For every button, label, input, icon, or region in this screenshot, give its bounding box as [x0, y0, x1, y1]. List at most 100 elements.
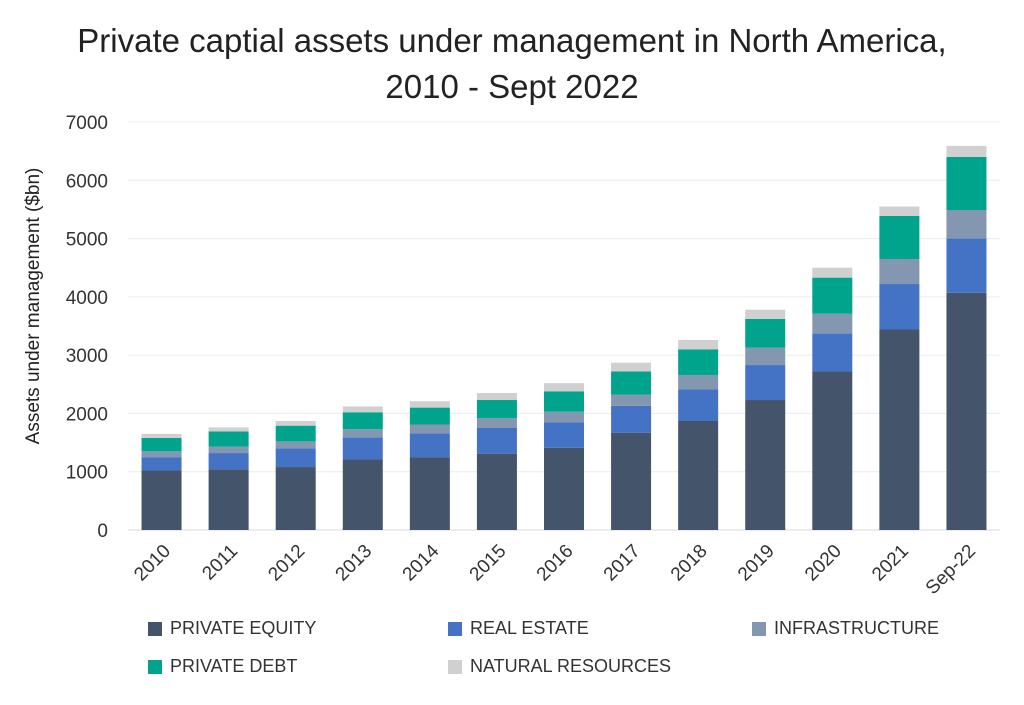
bar-segment — [342, 429, 383, 438]
bar-segment — [946, 238, 987, 293]
chart-title: Private captial assets under management … — [0, 18, 1024, 110]
x-tick-label: 2012 — [264, 541, 309, 586]
x-tick-label: 2010 — [130, 541, 175, 586]
bar-segment — [745, 400, 786, 530]
y-tick-label: 6000 — [66, 171, 108, 192]
bar-segment — [208, 427, 249, 432]
legend-swatch — [752, 621, 766, 636]
bar-segment — [879, 206, 920, 216]
y-axis-title: Assets under management ($bn) — [23, 168, 44, 445]
bar-segment — [745, 347, 786, 366]
legend-swatch — [148, 659, 162, 674]
legend-label: REAL ESTATE — [470, 618, 589, 638]
bar-segment — [812, 267, 853, 278]
y-tick-label: 7000 — [66, 113, 108, 134]
bar-segment — [544, 447, 584, 530]
bar-segment — [745, 309, 786, 320]
bar-segment — [745, 319, 786, 348]
bar-segment — [476, 418, 517, 428]
bar-segment — [879, 329, 920, 530]
x-tick-label: 2016 — [533, 541, 578, 586]
bar-segment — [275, 467, 316, 530]
bar-segment — [745, 365, 786, 401]
bar-segment — [342, 437, 383, 460]
bar-segment — [946, 292, 987, 530]
bar-segment — [141, 433, 182, 438]
bar-segment — [275, 448, 316, 468]
bar-segment — [409, 457, 450, 530]
bar-segment — [879, 215, 920, 259]
bar-segment — [544, 383, 584, 392]
bar-segment — [409, 407, 450, 425]
bar-segment — [812, 313, 853, 334]
bar-segment — [879, 284, 920, 330]
bar-segment — [544, 391, 584, 412]
x-tick-label: 2011 — [198, 541, 242, 585]
bar-segment — [678, 349, 719, 375]
bar-segment — [946, 145, 987, 157]
x-tick-label: 2020 — [801, 541, 846, 586]
x-tick-label: 2019 — [734, 541, 779, 586]
bar-segment — [611, 371, 652, 395]
x-tick-label: 2017 — [600, 541, 645, 586]
x-tick-label: Sep-22 — [922, 541, 980, 599]
bar-segment — [812, 277, 853, 314]
bar-segment — [141, 437, 182, 452]
chart-legend: PRIVATE EQUITY REAL ESTATE INFRASTRUCTURE P… — [0, 618, 1024, 698]
bar-segment — [678, 389, 719, 422]
bar-segment — [141, 451, 182, 458]
chart-title-line1: Private captial assets under management … — [77, 22, 947, 59]
bar-segment — [409, 424, 450, 434]
x-tick-label: 2013 — [332, 541, 377, 586]
y-tick-label: 5000 — [66, 230, 108, 251]
bar-segment — [611, 362, 652, 372]
chart-title-line2: 2010 - Sept 2022 — [385, 68, 639, 105]
bar-segment — [678, 339, 719, 350]
bar-segment — [208, 469, 249, 530]
bar-segment — [409, 401, 450, 408]
bar-segment — [208, 446, 249, 454]
bar-segment — [812, 371, 853, 530]
bar-segment — [812, 333, 853, 372]
legend-item: INFRASTRUCTURE — [752, 618, 939, 639]
x-tick-label: 2018 — [667, 541, 712, 586]
y-tick-label: 0 — [97, 521, 108, 542]
bar-segment — [611, 432, 652, 530]
legend-swatch — [148, 621, 162, 636]
bar-segment — [275, 421, 316, 426]
bar-segment — [476, 453, 517, 530]
bar-segment — [946, 210, 987, 239]
legend-item: NATURAL RESOURCES — [448, 656, 671, 677]
y-tick-label: 3000 — [66, 346, 108, 367]
bar-segment — [342, 406, 383, 413]
y-tick-label: 4000 — [66, 288, 108, 309]
bar-segment — [141, 457, 182, 471]
legend-label: PRIVATE EQUITY — [170, 618, 317, 638]
bar-segment — [275, 425, 316, 442]
y-tick-label: 1000 — [66, 463, 108, 484]
y-tick-label: 2000 — [66, 404, 108, 425]
legend-swatch — [448, 659, 462, 674]
legend-swatch — [448, 621, 462, 636]
bar-segment — [141, 470, 182, 530]
bar-segment — [342, 459, 383, 530]
bar-segment — [342, 412, 383, 430]
x-tick-label: 2021 — [868, 541, 913, 586]
bar-segment — [409, 433, 450, 458]
legend-label: INFRASTRUCTURE — [774, 618, 939, 638]
x-tick-label: 2014 — [399, 540, 444, 585]
bar-segment — [544, 411, 584, 423]
bar-segment — [879, 258, 920, 285]
bar-segment — [611, 405, 652, 433]
bar-segment — [208, 431, 249, 447]
bar-segment — [678, 421, 719, 530]
bar-segment — [476, 400, 517, 419]
bar-segment — [611, 394, 652, 406]
bar-segment — [476, 393, 517, 401]
bar-segment — [678, 374, 719, 390]
legend-label: NATURAL RESOURCES — [470, 656, 672, 676]
bar-segment — [275, 441, 316, 449]
bar-segment — [946, 156, 987, 211]
bar-segment — [476, 428, 517, 454]
